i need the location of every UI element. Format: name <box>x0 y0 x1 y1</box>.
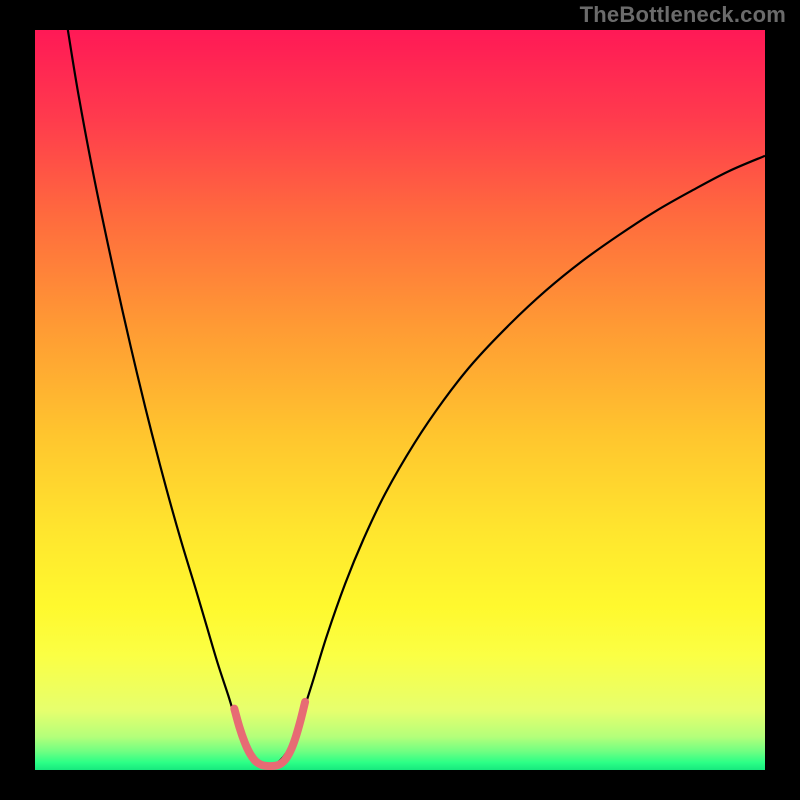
chart-frame: TheBottleneck.com <box>0 0 800 800</box>
plot-area <box>35 30 765 770</box>
watermark-text: TheBottleneck.com <box>580 2 786 28</box>
bottleneck-chart <box>35 30 765 770</box>
